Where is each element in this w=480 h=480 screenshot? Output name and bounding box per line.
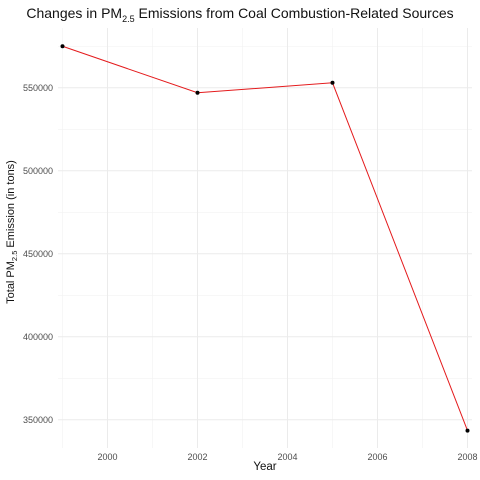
x-axis-label: Year xyxy=(253,461,277,473)
y-tick-label: 400000 xyxy=(23,332,53,342)
y-tick-label: 450000 xyxy=(23,249,53,259)
x-tick-label: 2004 xyxy=(277,452,297,462)
x-tick-labels: 2000 2002 2004 2006 2008 xyxy=(97,452,477,462)
major-gridlines xyxy=(58,28,472,448)
chart-title-prefix: Changes in PM xyxy=(26,5,123,21)
y-tick-label: 500000 xyxy=(23,166,53,176)
y-axis-label-suffix: Emission (in tons) xyxy=(4,160,17,251)
y-axis-label: Total PM2.5 Emission (in tons) xyxy=(5,160,19,304)
series-line-0 xyxy=(62,45,468,431)
y-tick-labels: 350000 400000 450000 500000 550000 xyxy=(23,83,53,425)
marker-layer xyxy=(60,44,470,433)
x-tick-label: 2002 xyxy=(187,452,207,462)
y-axis-label-subscript: 2.5 xyxy=(10,250,20,262)
data-point xyxy=(465,428,470,433)
x-tick-label: 2000 xyxy=(97,452,117,462)
chart-title: Changes in PM2.5 Emissions from Coal Com… xyxy=(0,5,480,24)
minor-gridlines xyxy=(58,28,472,448)
y-tick-label: 550000 xyxy=(23,83,53,93)
data-point xyxy=(330,80,335,85)
x-tick-label: 2008 xyxy=(457,452,477,462)
data-point xyxy=(195,90,200,95)
data-point xyxy=(60,44,65,49)
chart-title-suffix: Emissions from Coal Combustion-Related S… xyxy=(134,5,454,21)
y-tick-label: 350000 xyxy=(23,415,53,425)
chart-title-subscript: 2.5 xyxy=(122,13,135,24)
y-axis-label-prefix: Total PM xyxy=(4,261,17,304)
x-tick-label: 2006 xyxy=(367,452,387,462)
series-layer xyxy=(62,45,468,431)
